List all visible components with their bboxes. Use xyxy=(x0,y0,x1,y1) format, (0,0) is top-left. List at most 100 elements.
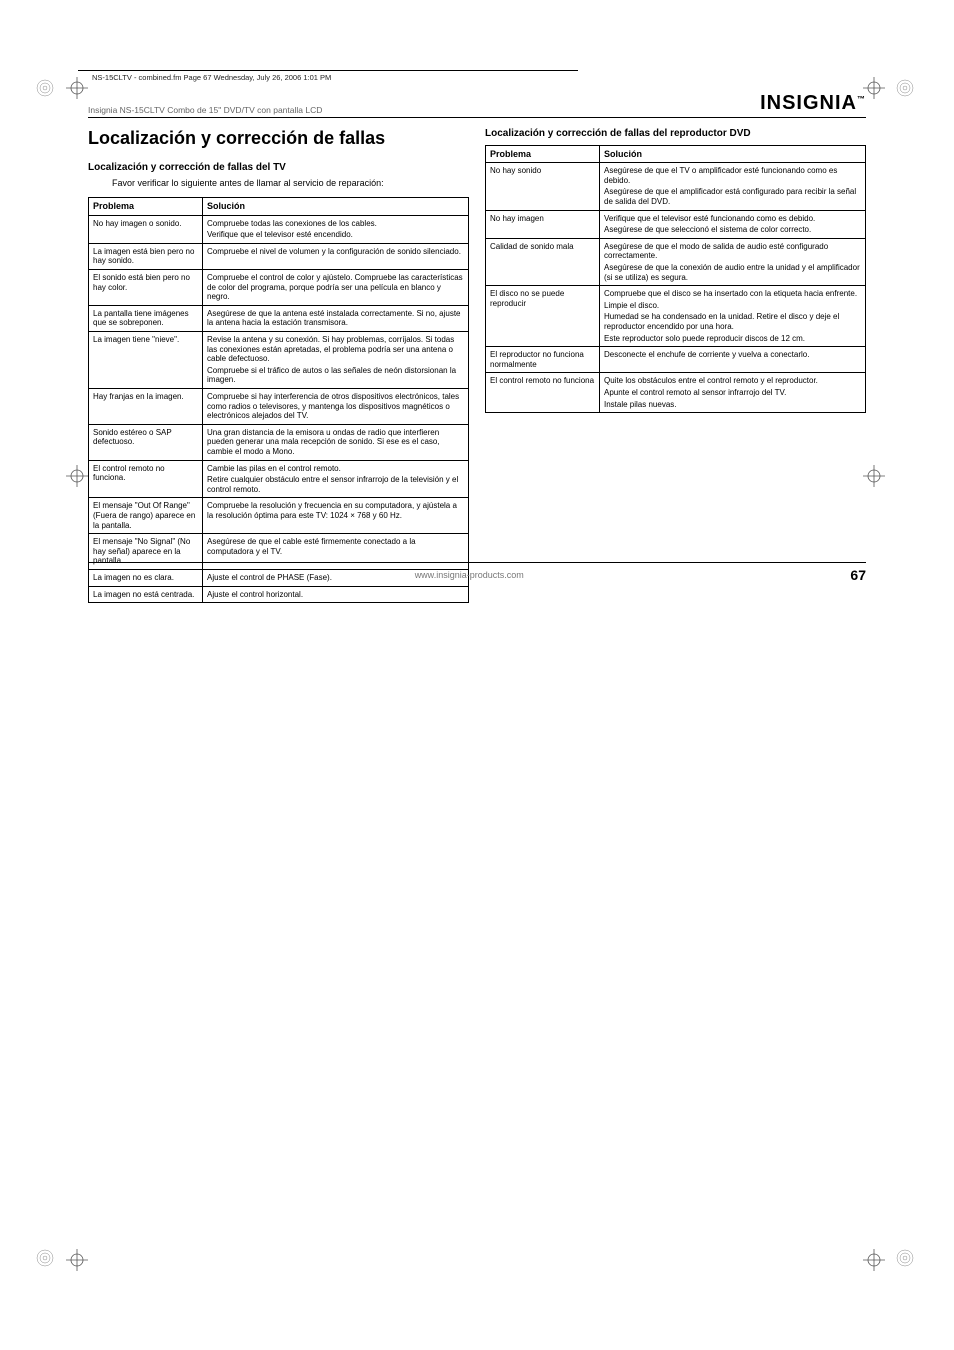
tv-solution-cell: Cambie las pilas en el control remoto.Re… xyxy=(203,460,469,498)
tv-subtitle: Localización y corrección de fallas del … xyxy=(88,162,469,175)
tv-solution-cell: Compruebe si hay interferencia de otros … xyxy=(203,389,469,425)
tv-problem-cell: El mensaje "Out Of Range" (Fuera de rang… xyxy=(89,498,203,534)
dvd-solution-cell: Asegúrese de que el TV o amplificador es… xyxy=(600,163,866,210)
tv-problem-cell: El control remoto no funciona. xyxy=(89,460,203,498)
dvd-solution-para: Limpie el disco. xyxy=(604,301,861,311)
file-meta: NS-15CLTV - combined.fm Page 67 Wednesda… xyxy=(92,73,866,82)
tv-problem-cell: El sonido está bien pero no hay color. xyxy=(89,270,203,306)
tv-solution-cell: Revise la antena y su conexión. Si hay p… xyxy=(203,332,469,389)
footer-url: www.insignia-products.com xyxy=(415,570,524,580)
tv-problem-cell: La imagen tiene "nieve". xyxy=(89,332,203,389)
table-row: El reproductor no funciona normalmente De… xyxy=(486,347,866,373)
print-reg-bl xyxy=(66,1249,88,1271)
dvd-problem-cell: El control remoto no funciona xyxy=(486,373,600,413)
brand-logo: INSIGNIA™ xyxy=(760,92,866,115)
dvd-problem-cell: Calidad de sonido mala xyxy=(486,238,600,285)
tv-problem-cell: Hay franjas en la imagen. xyxy=(89,389,203,425)
dvd-solution-para: Humedad se ha condensado en la unidad. R… xyxy=(604,312,861,331)
dvd-table: Problema Solución No hay sonidoAsegúrese… xyxy=(485,145,866,414)
tv-intro: Favor verificar lo siguiente antes de ll… xyxy=(112,178,469,189)
page-number: 67 xyxy=(850,567,866,583)
dvd-th-solution: Solución xyxy=(600,145,866,163)
tv-solution-cell: Una gran distancia de la emisora u ondas… xyxy=(203,424,469,460)
dvd-solution-para: Desconecte el enchufe de corriente y vue… xyxy=(604,350,861,360)
page-header: Insignia NS-15CLTV Combo de 15" DVD/TV c… xyxy=(88,92,866,118)
right-column: Localización y corrección de fallas del … xyxy=(485,128,866,603)
table-row: Sonido estéreo o SAP defectuoso.Una gran… xyxy=(89,424,469,460)
tv-solution-para: Compruebe el control de color y ajústelo… xyxy=(207,273,464,302)
dvd-solution-para: Asegúrese de que seleccionó el sistema d… xyxy=(604,225,861,235)
tv-solution-para: Compruebe el nivel de volumen y la confi… xyxy=(207,247,464,257)
left-column: Localización y corrección de fallas Loca… xyxy=(88,128,469,603)
dvd-solution-para: Asegúrese de que el amplificador está co… xyxy=(604,187,861,206)
tv-solution-para: Compruebe si hay interferencia de otros … xyxy=(207,392,464,421)
tv-solution-cell: Compruebe el control de color y ajústelo… xyxy=(203,270,469,306)
tv-solution-para: Compruebe si el tráfico de autos o las s… xyxy=(207,366,464,385)
tv-solution-para: Ajuste el control horizontal. xyxy=(207,590,464,600)
dvd-solution-para: Asegúrese de que la conexión de audio en… xyxy=(604,263,861,282)
tv-th-solution: Solución xyxy=(203,197,469,215)
dvd-solution-cell: Asegúrese de que el modo de salida de au… xyxy=(600,238,866,285)
page-content: NS-15CLTV - combined.fm Page 67 Wednesda… xyxy=(0,0,954,643)
tv-solution-para: Verifique que el televisor esté encendid… xyxy=(207,230,464,240)
dvd-th-problem: Problema xyxy=(486,145,600,163)
dvd-solution-para: Asegúrese de que el TV o amplificador es… xyxy=(604,166,861,185)
table-row: No hay imagen o sonido. Compruebe todas l… xyxy=(89,215,469,243)
table-row: El mensaje "Out Of Range" (Fuera de rang… xyxy=(89,498,469,534)
page-title: Localización y corrección de fallas xyxy=(88,128,469,150)
brand-tm: ™ xyxy=(857,94,866,103)
tv-problem-cell: Sonido estéreo o SAP defectuoso. xyxy=(89,424,203,460)
tv-solution-cell: Asegúrese de que la antena esté instalad… xyxy=(203,305,469,331)
dvd-solution-para: Asegúrese de que el modo de salida de au… xyxy=(604,242,861,261)
tv-problem-cell: La pantalla tiene imágenes que se sobrep… xyxy=(89,305,203,331)
tv-solution-para: Cambie las pilas en el control remoto. xyxy=(207,464,464,474)
tv-problem-cell: La imagen no está centrada. xyxy=(89,586,203,603)
tv-solution-para: Compruebe todas las conexiones de los ca… xyxy=(207,219,464,229)
model-line: Insignia NS-15CLTV Combo de 15" DVD/TV c… xyxy=(88,105,322,115)
table-row: La imagen tiene "nieve".Revise la antena… xyxy=(89,332,469,389)
tv-solution-cell: Compruebe el nivel de volumen y la confi… xyxy=(203,243,469,269)
tv-th-problem: Problema xyxy=(89,197,203,215)
table-row: El sonido está bien pero no hay color.Co… xyxy=(89,270,469,306)
table-row: Hay franjas en la imagen.Compruebe si ha… xyxy=(89,389,469,425)
dvd-solution-para: Este reproductor solo puede reproducir d… xyxy=(604,334,861,344)
dvd-problem-cell: El reproductor no funciona normalmente xyxy=(486,347,600,373)
tv-solution-para: Retire cualquier obstáculo entre el sens… xyxy=(207,475,464,494)
dvd-solution-para: Instale pilas nuevas. xyxy=(604,400,861,410)
table-row: El control remoto no funciona.Cambie las… xyxy=(89,460,469,498)
dvd-solution-cell: Desconecte el enchufe de corriente y vue… xyxy=(600,347,866,373)
table-row: No hay sonidoAsegúrese de que el TV o am… xyxy=(486,163,866,210)
tv-solution-cell: Compruebe la resolución y frecuencia en … xyxy=(203,498,469,534)
tv-solution-para: Revise la antena y su conexión. Si hay p… xyxy=(207,335,464,364)
dvd-solution-cell: Compruebe que el disco se ha insertado c… xyxy=(600,286,866,347)
dvd-problem-cell: El disco no se puede reproducir xyxy=(486,286,600,347)
dvd-problem-cell: No hay imagen xyxy=(486,210,600,238)
tv-solution-para: Una gran distancia de la emisora u ondas… xyxy=(207,428,464,457)
print-reg-br xyxy=(863,1249,885,1271)
dvd-subtitle: Localización y corrección de fallas del … xyxy=(485,128,866,141)
table-row: El disco no se puede reproducir Compruebe… xyxy=(486,286,866,347)
tv-problem-cell: La imagen está bien pero no hay sonido. xyxy=(89,243,203,269)
table-row: La pantalla tiene imágenes que se sobrep… xyxy=(89,305,469,331)
brand-name: INSIGNIA xyxy=(760,92,857,114)
dvd-solution-cell: Verifique que el televisor esté funciona… xyxy=(600,210,866,238)
dvd-solution-para: Apunte el control remoto al sensor infra… xyxy=(604,388,861,398)
tv-solution-para: Asegúrese de que el cable esté firmement… xyxy=(207,537,464,556)
dvd-solution-para: Verifique que el televisor esté funciona… xyxy=(604,214,861,224)
tv-problem-cell: No hay imagen o sonido. xyxy=(89,215,203,243)
top-rule xyxy=(78,70,578,71)
tv-solution-para: Asegúrese de que la antena esté instalad… xyxy=(207,309,464,328)
table-row: Calidad de sonido malaAsegúrese de que e… xyxy=(486,238,866,285)
tv-solution-para: Compruebe la resolución y frecuencia en … xyxy=(207,501,464,520)
dvd-problem-cell: No hay sonido xyxy=(486,163,600,210)
dvd-solution-cell: Quite los obstáculos entre el control re… xyxy=(600,373,866,413)
print-rosette-br xyxy=(895,1248,915,1268)
content-columns: Localización y corrección de fallas Loca… xyxy=(88,128,866,603)
page-footer: www.insignia-products.com 67 xyxy=(88,562,866,583)
table-row: La imagen está bien pero no hay sonido. C… xyxy=(89,243,469,269)
dvd-solution-para: Quite los obstáculos entre el control re… xyxy=(604,376,861,386)
tv-solution-cell: Ajuste el control horizontal. xyxy=(203,586,469,603)
table-row: El control remoto no funciona Quite los o… xyxy=(486,373,866,413)
dvd-solution-para: Compruebe que el disco se ha insertado c… xyxy=(604,289,861,299)
print-rosette-bl xyxy=(35,1248,55,1268)
